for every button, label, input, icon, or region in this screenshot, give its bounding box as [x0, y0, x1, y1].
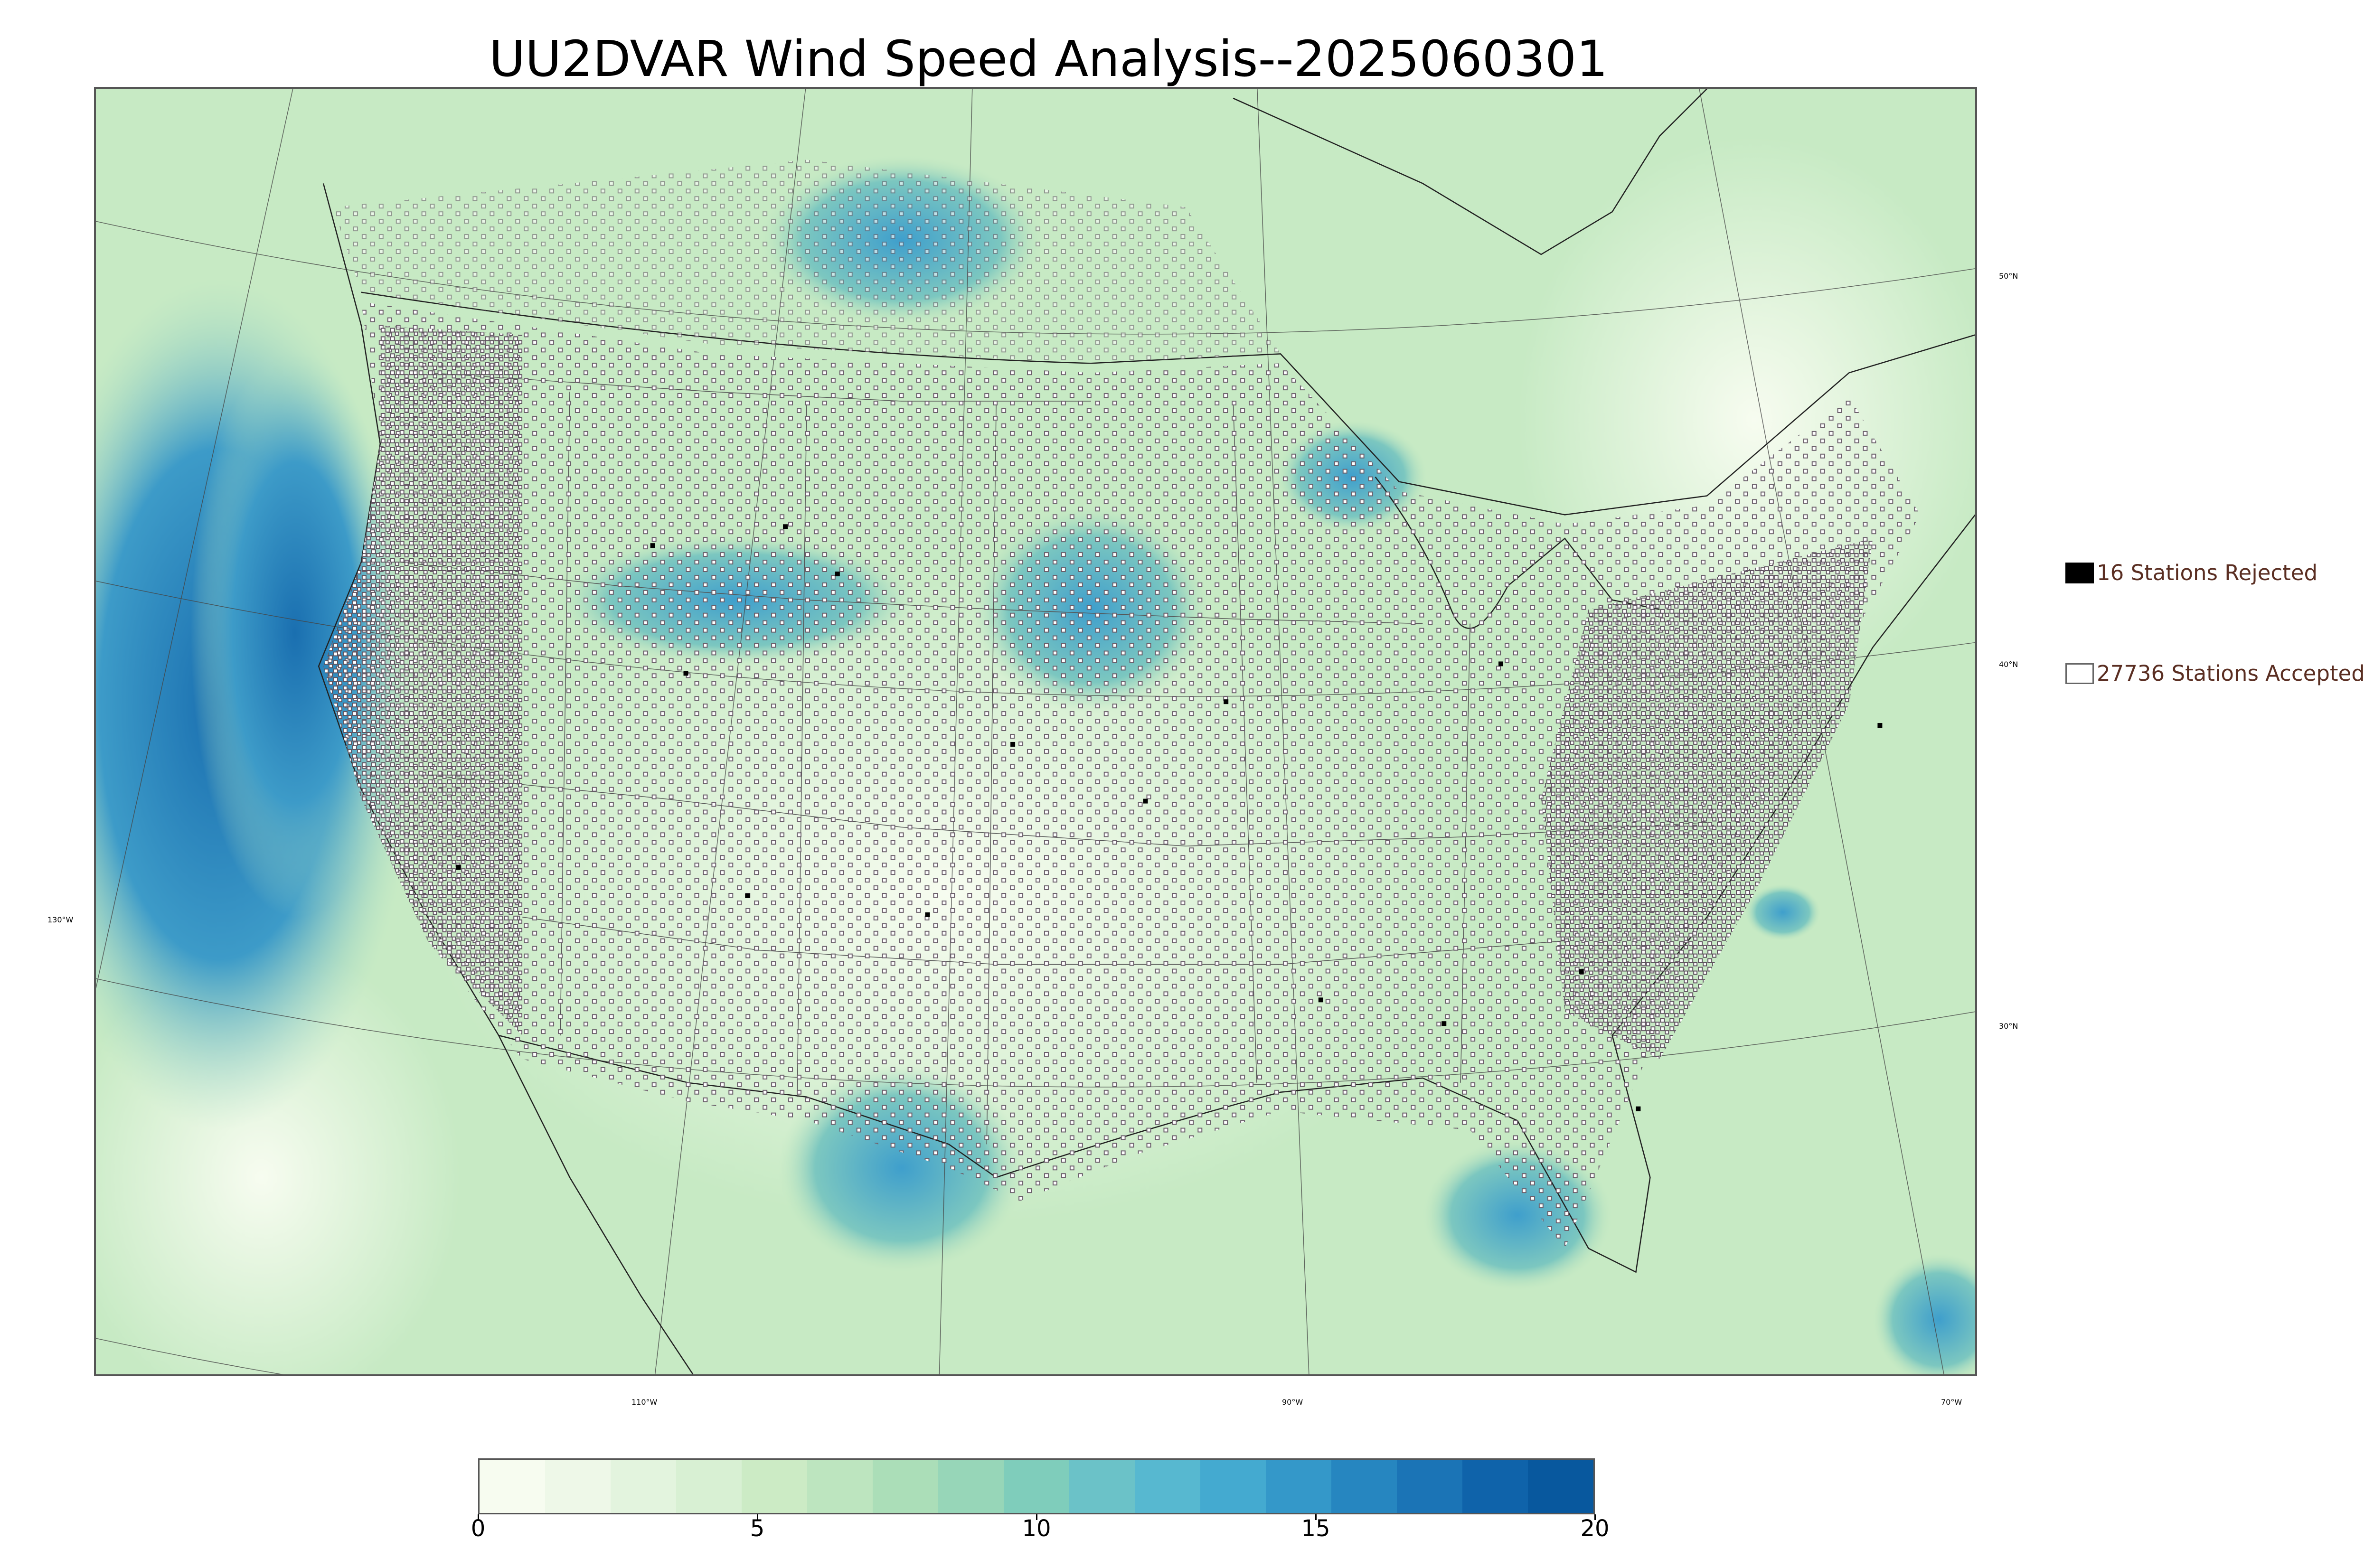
legend-rejected: 16 Stations Rejected — [2065, 560, 2317, 585]
colorbar-tick — [757, 1514, 758, 1520]
colorbar-segment — [545, 1460, 611, 1513]
colorbar-segment — [1397, 1460, 1462, 1513]
longitude-label: 110°W — [631, 1398, 658, 1407]
longitude-label: 90°W — [1282, 1398, 1303, 1407]
colorbar-segment — [1528, 1460, 1593, 1513]
colorbar-segment — [611, 1460, 676, 1513]
latitude-label: 30°N — [1999, 1022, 2018, 1031]
colorbar — [478, 1458, 1595, 1514]
high-wind-region — [1744, 884, 1821, 941]
colorbar-segment — [1462, 1460, 1528, 1513]
accepted-stations-east-coast — [1541, 538, 1873, 1059]
latitude-label: 50°N — [1999, 272, 2018, 281]
accepted-stations-west-coast — [323, 325, 523, 1036]
accepted-swatch — [2065, 663, 2094, 684]
colorbar-segment — [873, 1460, 938, 1513]
legend-accepted: 27736 Stations Accepted — [2065, 661, 2365, 686]
colorbar-segment — [1200, 1460, 1266, 1513]
colorbar-tick-label: 20 — [1580, 1515, 1610, 1542]
colorbar-segment — [1004, 1460, 1069, 1513]
longitude-label: 70°W — [1941, 1398, 1962, 1407]
colorbar-tick — [1594, 1514, 1596, 1520]
colorbar-tick-label: 5 — [750, 1515, 765, 1542]
colorbar-tick-label: 15 — [1301, 1515, 1330, 1542]
longitude-label: 130°W — [47, 915, 74, 924]
colorbar-segment — [1266, 1460, 1331, 1513]
pacific-high-wind-region — [190, 349, 399, 917]
colorbar-tick-label: 10 — [1022, 1515, 1051, 1542]
colorbar-segment — [1135, 1460, 1200, 1513]
accepted-label: 27736 Stations Accepted — [2097, 661, 2365, 686]
rejected-label: 16 Stations Rejected — [2097, 560, 2318, 585]
latitude-label: 40°N — [1999, 660, 2018, 669]
rejected-swatch — [2065, 562, 2094, 583]
colorbar-segment — [1069, 1460, 1135, 1513]
colorbar-segment — [742, 1460, 807, 1513]
accepted-stations — [323, 301, 1921, 1249]
colorbar-segment — [676, 1460, 742, 1513]
colorbar-segment — [807, 1460, 873, 1513]
rejected-stations — [456, 524, 1883, 1111]
colorbar-segment — [480, 1460, 545, 1513]
hudson-bay-coast — [1233, 89, 1708, 255]
accepted-stations-canada — [332, 160, 1281, 364]
high-wind-region — [1873, 1253, 1975, 1374]
colorbar-tick-label: 0 — [471, 1515, 486, 1542]
colorbar-tick — [1315, 1514, 1317, 1520]
map-canvas — [96, 89, 1975, 1374]
colorbar-segment — [1331, 1460, 1397, 1513]
page-title: UU2DVAR Wind Speed Analysis--2025060301 — [489, 30, 1608, 88]
colorbar-segment — [938, 1460, 1004, 1513]
colorbar-tick — [1036, 1514, 1037, 1520]
colorbar-tick — [478, 1514, 479, 1520]
wind-speed-map — [94, 87, 1977, 1376]
